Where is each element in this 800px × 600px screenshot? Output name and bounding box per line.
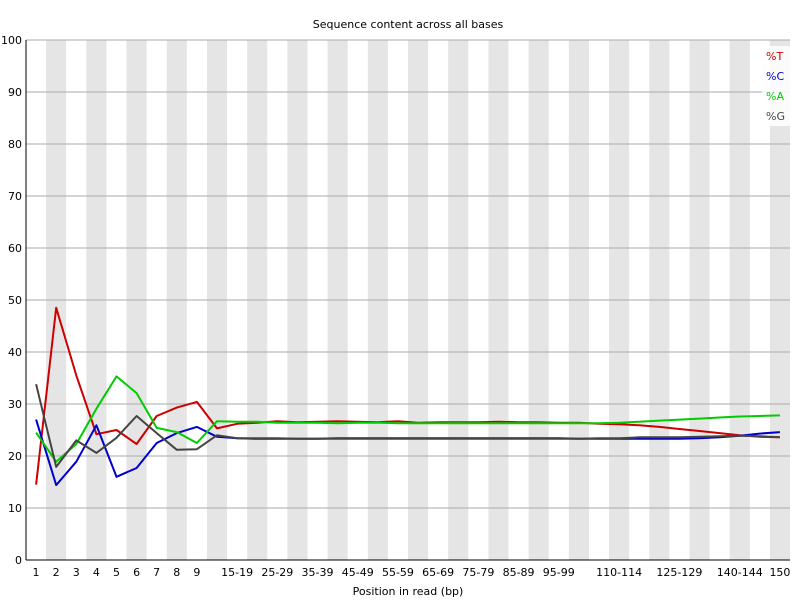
x-tick-label: 5 xyxy=(113,566,120,579)
legend-background xyxy=(762,46,790,126)
x-tick-label: 6 xyxy=(133,566,140,579)
legend-entry: %G xyxy=(766,110,785,123)
y-tick-label: 50 xyxy=(8,294,22,307)
y-tick-label: 70 xyxy=(8,190,22,203)
x-tick-label: 35-39 xyxy=(302,566,334,579)
x-tick-label: 1 xyxy=(33,566,40,579)
y-tick-label: 80 xyxy=(8,138,22,151)
y-tick-label: 10 xyxy=(8,502,22,515)
x-tick-label: 2 xyxy=(53,566,60,579)
legend-entry: %A xyxy=(766,90,784,103)
x-tick-label: 65-69 xyxy=(422,566,454,579)
x-tick-label: 55-59 xyxy=(382,566,414,579)
x-tick-label: 25-29 xyxy=(261,566,293,579)
x-tick-label: 8 xyxy=(173,566,180,579)
x-tick-label: 7 xyxy=(153,566,160,579)
y-tick-label: 30 xyxy=(8,398,22,411)
y-tick-label: 100 xyxy=(1,34,22,47)
series-lines xyxy=(35,306,780,487)
y-tick-label: 60 xyxy=(8,242,22,255)
chart-title: Sequence content across all bases xyxy=(313,18,504,31)
x-tick-label: 3 xyxy=(73,566,80,579)
x-tick-label: 150 xyxy=(769,566,790,579)
x-tick-label: 9 xyxy=(193,566,200,579)
y-tick-label: 20 xyxy=(8,450,22,463)
gridlines xyxy=(26,39,790,509)
x-tick-label: 125-129 xyxy=(656,566,702,579)
x-tick-label: 95-99 xyxy=(543,566,575,579)
legend: %T %C %A %G xyxy=(762,46,790,126)
series-line-pct-g xyxy=(35,383,780,468)
x-tick-label: 15-19 xyxy=(221,566,253,579)
series-line-pct-a xyxy=(35,375,780,463)
x-tick-label: 45-49 xyxy=(342,566,374,579)
x-tick-label: 85-89 xyxy=(503,566,535,579)
x-tick-label: 140-144 xyxy=(717,566,763,579)
x-tick-label: 4 xyxy=(93,566,100,579)
x-axis-ticks: 1 2 3 4 5 6 7 8 9 15-19 25-29 35-39 45-49 55-59 65-69 7… xyxy=(33,566,791,579)
y-tick-label: 90 xyxy=(8,86,22,99)
x-axis-label: Position in read (bp) xyxy=(353,585,464,598)
y-tick-label: 0 xyxy=(15,554,22,567)
x-tick-label: 75-79 xyxy=(462,566,494,579)
series-line-pct-t xyxy=(35,306,780,485)
y-tick-label: 40 xyxy=(8,346,22,359)
y-axis-ticks: 0 10 20 30 40 50 60 70 80 90 100 xyxy=(1,34,22,567)
x-tick-label: 110-114 xyxy=(596,566,642,579)
legend-entry: %C xyxy=(766,70,784,83)
legend-entry: %T xyxy=(766,50,783,63)
